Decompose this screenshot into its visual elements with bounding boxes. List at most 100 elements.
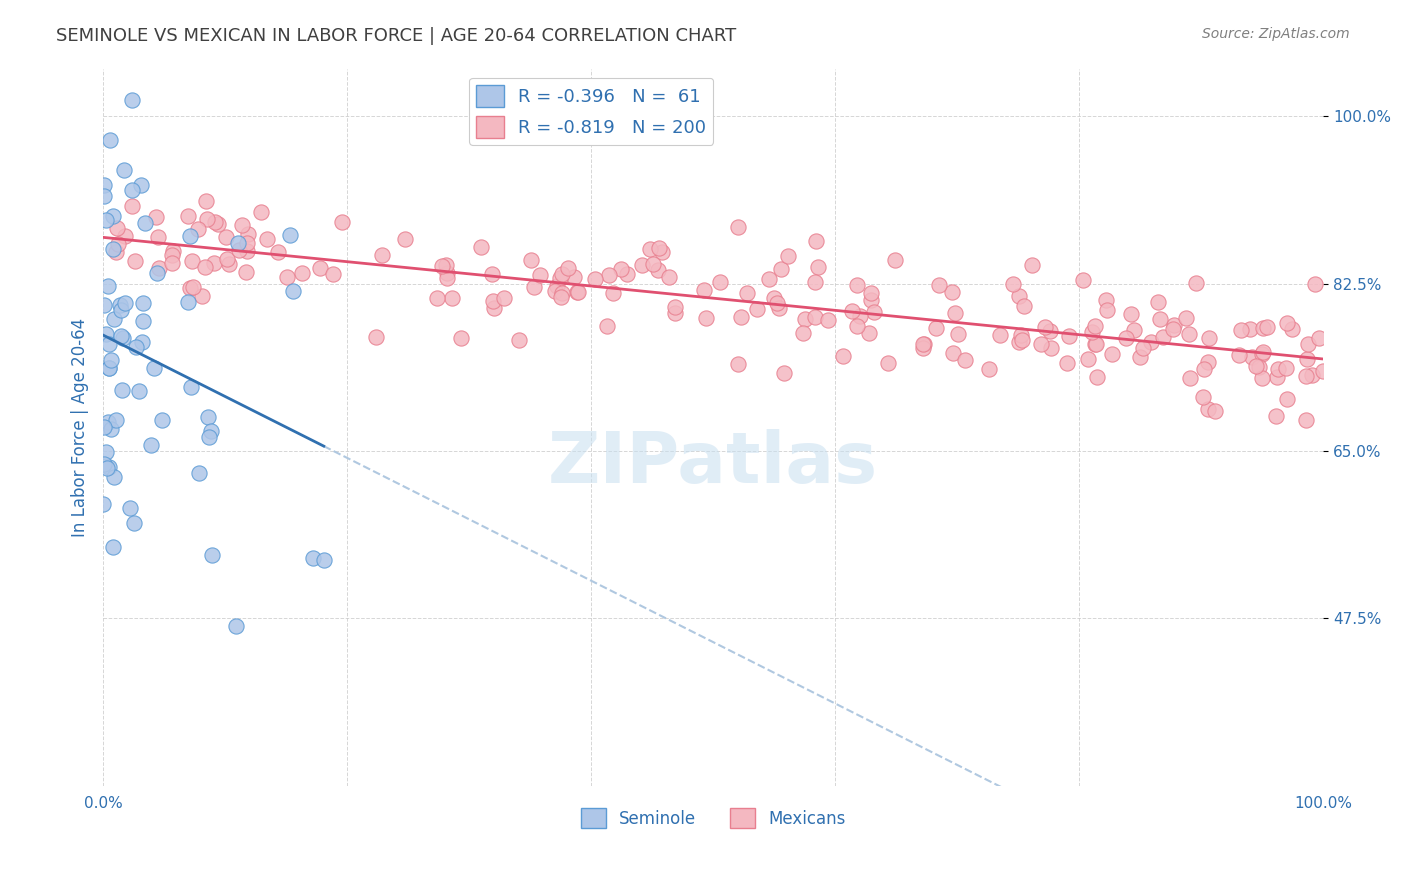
Point (1152, 329, 1174, 343)
Point (1239, 322, 1261, 336)
Point (1095, 293, 1118, 307)
Point (98, 337, 121, 351)
Point (1267, 362, 1289, 376)
Point (1227, 348, 1250, 362)
Point (1265, 370, 1288, 384)
Point (93, 178, 115, 192)
Point (664, 306, 686, 320)
Point (695, 310, 717, 325)
Point (104, 413, 127, 427)
Point (1251, 345, 1274, 359)
Point (941, 285, 963, 299)
Point (557, 261, 579, 276)
Point (1031, 336, 1053, 351)
Point (846, 319, 869, 334)
Point (1175, 310, 1198, 325)
Point (110, 302, 132, 317)
Point (912, 337, 935, 351)
Point (101, 540, 124, 554)
Y-axis label: In Labor Force | Age 20-64: In Labor Force | Age 20-64 (72, 318, 89, 537)
Point (179, 228, 201, 243)
Point (125, 340, 148, 354)
Point (108, 297, 131, 311)
Point (440, 291, 463, 305)
Point (235, 235, 257, 250)
Point (523, 280, 546, 294)
Point (114, 296, 136, 310)
Point (1308, 331, 1330, 345)
Point (134, 216, 156, 230)
Point (94, 327, 117, 342)
Point (100, 352, 122, 367)
Point (98, 361, 121, 376)
Point (1256, 320, 1278, 334)
Point (1295, 369, 1317, 384)
Point (849, 309, 872, 323)
Point (595, 318, 617, 333)
Point (762, 291, 785, 305)
Point (215, 252, 238, 266)
Point (179, 281, 201, 295)
Point (792, 326, 814, 341)
Point (470, 240, 492, 254)
Point (308, 261, 330, 276)
Point (107, 236, 129, 251)
Point (436, 271, 458, 285)
Text: SEMINOLE VS MEXICAN IN LABOR FORCE | AGE 20-64 CORRELATION CHART: SEMINOLE VS MEXICAN IN LABOR FORCE | AGE… (56, 27, 737, 45)
Point (131, 314, 153, 328)
Point (693, 283, 716, 297)
Point (943, 306, 966, 320)
Point (1057, 328, 1080, 343)
Point (93, 419, 115, 434)
Point (97, 278, 120, 293)
Point (371, 248, 394, 262)
Point (769, 262, 792, 277)
Point (91, 497, 114, 511)
Point (1230, 323, 1253, 337)
Point (101, 242, 124, 256)
Text: ZIPatlas: ZIPatlas (548, 428, 879, 498)
Point (145, 211, 167, 225)
Point (94, 444, 117, 458)
Point (202, 256, 225, 270)
Point (1008, 289, 1031, 303)
Point (631, 258, 654, 272)
Point (118, 501, 141, 516)
Point (198, 430, 221, 444)
Point (364, 330, 387, 344)
Point (121, 94, 143, 108)
Point (94, 213, 117, 227)
Point (256, 231, 278, 245)
Point (481, 268, 503, 282)
Point (1084, 319, 1107, 334)
Point (1296, 351, 1319, 366)
Point (481, 294, 503, 309)
Point (551, 267, 574, 281)
Point (1021, 259, 1043, 273)
Point (1139, 334, 1161, 349)
Point (758, 272, 780, 286)
Point (794, 311, 817, 326)
Point (544, 284, 567, 298)
Point (131, 296, 153, 310)
Point (142, 361, 165, 376)
Point (111, 331, 134, 345)
Point (1035, 320, 1057, 334)
Point (1244, 359, 1267, 373)
Point (1251, 347, 1274, 361)
Point (508, 333, 530, 347)
Point (846, 277, 869, 292)
Point (1198, 331, 1220, 345)
Point (187, 467, 209, 481)
Point (942, 345, 965, 359)
Point (150, 413, 173, 427)
Point (1002, 277, 1025, 292)
Point (884, 253, 907, 268)
Point (804, 234, 827, 248)
Point (1184, 276, 1206, 290)
Point (236, 244, 259, 258)
Point (98, 460, 121, 475)
Point (194, 194, 217, 208)
Point (647, 263, 669, 277)
Point (276, 269, 298, 284)
